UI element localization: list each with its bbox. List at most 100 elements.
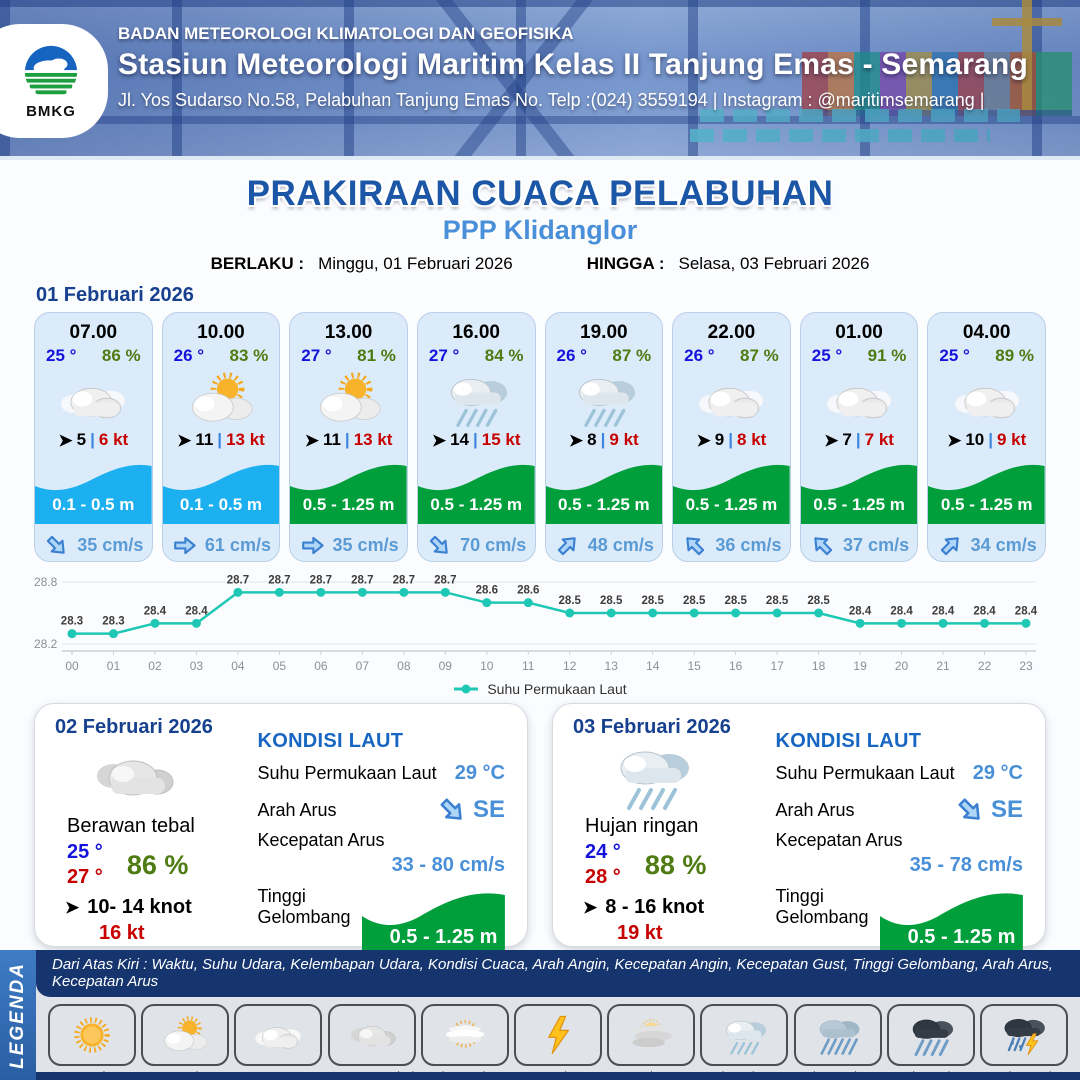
legend-weather-icon xyxy=(327,1004,416,1066)
sst-chart-section: 28.8 28.2 28.3 00 28.3 01 28.4 02 28.4 03 28.7 04 28… xyxy=(0,562,1080,697)
current-speed-label: Kecepatan Arus xyxy=(775,830,903,850)
forecast-cards-row: 07.00 25 ° 86 % ➤ 5 | 6 kt 0.1 - 0.5 m xyxy=(0,312,1080,562)
weather-icon xyxy=(290,368,407,430)
wind-separator: | xyxy=(728,430,734,449)
wind-speed-value: 11 xyxy=(322,430,341,449)
svg-text:28.4: 28.4 xyxy=(144,605,167,617)
legend-bottom-bar xyxy=(0,1072,1080,1080)
svg-text:08: 08 xyxy=(397,659,411,673)
current-speed-range: 33 - 80 cm/s xyxy=(391,854,505,876)
sst-value: 29 °C xyxy=(454,762,505,784)
legend-item: Hujan Sedang xyxy=(793,1004,882,1080)
wind-row: ➤ 9 | 8 kt xyxy=(673,430,790,450)
svg-text:28.2: 28.2 xyxy=(34,637,58,651)
current-direction-arrow-icon xyxy=(436,794,468,826)
svg-text:28.7: 28.7 xyxy=(310,574,332,586)
wind-arrow-icon: ➤ xyxy=(65,898,80,917)
chart-legend-label: Suhu Permukaan Laut xyxy=(487,681,627,697)
forecast-card: 04.00 25 ° 89 % ➤ 10 | 9 kt 0.5 - 1.25 m xyxy=(927,312,1046,562)
svg-text:10: 10 xyxy=(480,659,494,673)
svg-text:28.5: 28.5 xyxy=(642,595,665,607)
forecast-time: 01.00 xyxy=(835,322,883,343)
wave-height-label: Tinggi Gelombang xyxy=(257,886,351,927)
svg-text:28.6: 28.6 xyxy=(517,585,539,597)
day2-gust: 16 kt xyxy=(99,922,145,944)
wave-height-value: 0.5 - 1.25 m xyxy=(302,495,395,514)
legend-item: Cerah Berawan xyxy=(141,1004,230,1080)
wind-separator: | xyxy=(855,430,861,449)
forecast-time: 13.00 xyxy=(324,322,373,343)
legend-weather-icon xyxy=(420,1004,509,1066)
svg-text:09: 09 xyxy=(439,659,453,673)
seats-art xyxy=(690,129,990,142)
wave-height-value: 0.5 - 1.25 m xyxy=(907,926,1016,948)
svg-text:28.6: 28.6 xyxy=(476,585,498,597)
wave-height-value: 0.5 - 1.25 m xyxy=(557,495,650,514)
svg-text:14: 14 xyxy=(646,659,660,673)
wind-row: ➤ 10 | 9 kt xyxy=(928,430,1045,450)
gust-value: 9 kt xyxy=(609,430,639,449)
day2-date: 02 Februari 2026 xyxy=(55,716,213,738)
wind-speed-value: 7 xyxy=(842,430,852,449)
svg-text:28.7: 28.7 xyxy=(393,574,415,586)
forecast-time: 10.00 xyxy=(197,322,245,343)
humidity-value: 87 % xyxy=(740,346,779,365)
weather-icon xyxy=(928,368,1045,430)
current-speed-value: 70 cm/s xyxy=(460,534,527,555)
svg-text:23: 23 xyxy=(1019,659,1033,673)
day3-weather-icon xyxy=(601,739,701,813)
wave-shape xyxy=(928,464,1045,524)
current-speed-value: 48 cm/s xyxy=(587,534,654,555)
day2-wind-range: 10- 14 knot xyxy=(87,896,192,918)
wind-speed-value: 11 xyxy=(195,430,214,449)
svg-text:12: 12 xyxy=(563,659,577,673)
svg-text:11: 11 xyxy=(522,659,535,673)
svg-text:22: 22 xyxy=(978,659,992,673)
day3-date: 03 Februari 2026 xyxy=(573,716,731,738)
wind-separator: | xyxy=(90,430,95,449)
legend-items-row: Cerah Cerah Berawan Berawan Berawan Teba… xyxy=(40,997,1080,1080)
day2-weather-icon xyxy=(83,739,183,813)
current-dir-label: Arah Arus xyxy=(257,799,337,820)
day2-temp-max: 27 ° xyxy=(67,866,103,888)
wind-arrow-icon: ➤ xyxy=(304,430,319,450)
current-direction-arrow-icon xyxy=(954,794,986,826)
legend-weather-icon xyxy=(48,1004,136,1066)
weather-icon xyxy=(418,368,535,430)
wind-arrow-icon: ➤ xyxy=(177,430,192,450)
sst-label: Suhu Permukaan Laut xyxy=(257,763,437,783)
legend-weather-icon xyxy=(793,1004,882,1066)
station-address: Jl. Yos Sudarso No.58, Pelabuhan Tanjung… xyxy=(118,90,985,110)
weather-icon xyxy=(163,368,280,430)
current-direction-arrow-icon xyxy=(301,536,324,554)
wind-separator: | xyxy=(600,430,606,449)
sst-label: Suhu Permukaan Laut xyxy=(775,763,955,783)
legend-weather-icon xyxy=(141,1004,230,1066)
humidity-value: 89 % xyxy=(995,346,1034,365)
legend-weather-icon xyxy=(886,1004,975,1066)
current-speed-value: 35 cm/s xyxy=(332,534,399,555)
wind-arrow-icon: ➤ xyxy=(568,430,584,450)
wind-row: ➤ 11 | 13 kt xyxy=(290,430,407,450)
wave-shape xyxy=(290,464,407,524)
svg-text:28.5: 28.5 xyxy=(807,595,830,607)
hingga-value: Selasa, 03 Februari 2026 xyxy=(678,254,870,273)
svg-text:28.4: 28.4 xyxy=(849,605,872,617)
wave-height-value: 0.5 - 1.25 m xyxy=(389,926,498,948)
wave-height-value: 0.5 - 1.25 m xyxy=(813,495,905,514)
humidity-value: 87 % xyxy=(612,346,652,365)
current-speed-value: 35 cm/s xyxy=(77,534,144,555)
wind-arrow-icon: ➤ xyxy=(696,430,711,450)
day3-sea-title: KONDISI LAUT xyxy=(775,730,922,752)
wind-row: ➤ 11 | 13 kt xyxy=(163,430,280,450)
svg-text:05: 05 xyxy=(273,659,287,673)
humidity-value: 86 % xyxy=(101,346,141,365)
forecast-card: 16.00 27 ° 84 % ➤ 14 | 15 kt 0.5 - 1.25 … xyxy=(416,312,536,562)
wave-shape xyxy=(673,464,790,524)
wave-height-box: 0.5 - 1.25 m xyxy=(880,884,1023,958)
current-speed-value: 61 cm/s xyxy=(204,534,271,555)
wave-height-band: 0.5 - 1.25 m xyxy=(928,450,1045,524)
legend-weather-icon xyxy=(979,1004,1068,1066)
current-direction-arrow-icon xyxy=(809,531,836,558)
wave-height-band: 0.5 - 1.25 m xyxy=(673,450,790,524)
